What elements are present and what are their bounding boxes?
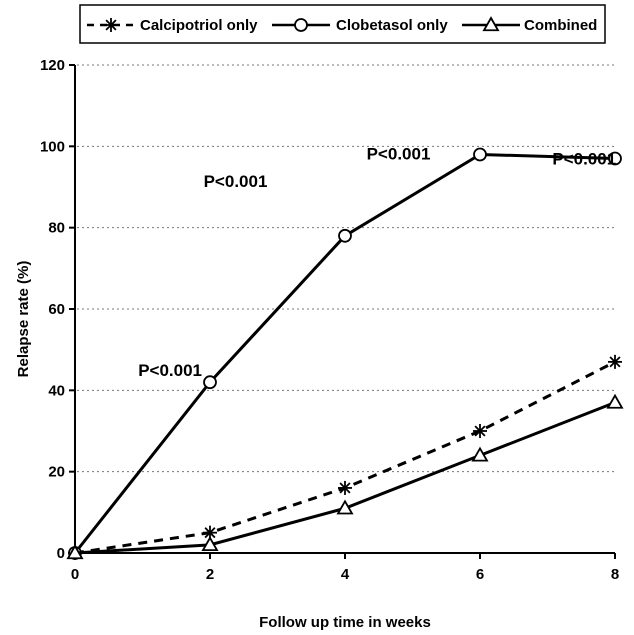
series-group (66, 147, 624, 560)
series-circle (68, 147, 622, 560)
data-point-triangle (471, 446, 489, 462)
x-tick-label: 4 (341, 566, 350, 583)
legend-item: Combined (462, 16, 597, 34)
data-point-circle (338, 228, 352, 243)
axes: 0 20 40 60 80 100 120 0 2 4 6 8 Follow up time in we… (15, 57, 619, 631)
legend-label: Clobetasol only (336, 17, 448, 34)
y-tick-label: 20 (48, 464, 65, 481)
data-point-triangle (482, 16, 500, 32)
grid-lines (77, 64, 615, 473)
y-tick-label: 40 (48, 382, 65, 399)
x-tick-label: 0 (71, 566, 79, 583)
p-value-annotation: P<0.001 (204, 172, 268, 191)
asterisk-stroke (105, 19, 117, 31)
asterisk-stroke (339, 482, 351, 494)
legend-label: Combined (524, 17, 597, 34)
asterisk-stroke (474, 425, 486, 437)
x-tick-label: 2 (206, 566, 214, 583)
p-value-annotation: P<0.001 (552, 150, 616, 169)
x-tick-label: 6 (476, 566, 484, 583)
data-point-circle (294, 18, 308, 32)
y-axis-title: Relapse rate (%) (15, 261, 32, 378)
data-point-asterisk (104, 18, 118, 32)
y-tick-label: 0 (57, 545, 65, 562)
annotations: P<0.001 P<0.001 P<0.001 P<0.001 (138, 145, 616, 381)
y-tick-label: 60 (48, 301, 65, 318)
data-point-circle (203, 375, 217, 390)
data-point-triangle (66, 544, 84, 560)
p-value-annotation: P<0.001 (367, 145, 431, 164)
data-point-circle (473, 147, 487, 162)
data-point-triangle (336, 499, 354, 515)
series-line (74, 401, 616, 555)
y-tick-label: 80 (48, 220, 65, 237)
legend-label: Calcipotriol only (140, 17, 258, 34)
x-tick-label: 8 (611, 566, 619, 583)
legend-item: Calcipotriol only (87, 17, 258, 34)
series-triangle (66, 393, 624, 560)
asterisk-stroke (609, 356, 621, 368)
y-tick-label: 120 (40, 57, 65, 74)
data-point-triangle (201, 536, 219, 552)
x-axis-title: Follow up time in weeks (259, 614, 431, 631)
asterisk-stroke (204, 527, 216, 539)
legend-item: Clobetasol only (272, 17, 448, 34)
legend: Calcipotriol only Clobetasol only Combined (79, 4, 606, 44)
p-value-annotation: P<0.001 (138, 361, 202, 380)
data-point-asterisk (338, 480, 352, 495)
data-point-asterisk (473, 424, 487, 438)
data-point-circle (608, 151, 622, 166)
data-point-triangle (606, 393, 624, 409)
y-tick-label: 100 (40, 138, 65, 155)
data-point-asterisk (608, 354, 622, 369)
